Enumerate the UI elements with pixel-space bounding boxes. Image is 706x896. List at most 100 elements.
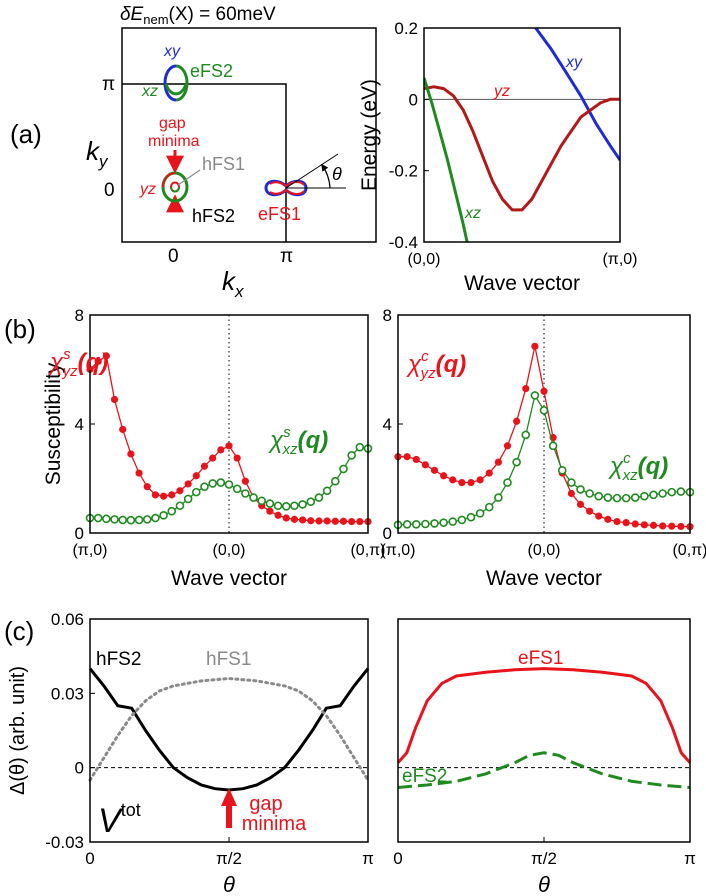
theta-angle-line <box>285 153 339 189</box>
x-tick-label: (0,0) <box>408 251 441 268</box>
data-point-xz <box>200 482 209 491</box>
data-point-xz <box>585 489 594 498</box>
y-tick-label: 0.2 <box>394 19 418 38</box>
data-point-yz <box>241 477 249 485</box>
data-point-xz <box>167 506 177 516</box>
panel-label-b: (b) <box>4 314 36 344</box>
data-point-xz <box>603 493 613 502</box>
series-hFS2-line <box>88 667 370 792</box>
x-tick-label: (π,0) <box>380 542 415 559</box>
spin-susceptibility-chart: 0 4 8 (π,0) (0,0) (0,π) Wave vector Susceptibil… <box>42 306 386 590</box>
data-point-xz <box>110 515 119 524</box>
data-point-xz <box>539 406 549 415</box>
data-point-yz <box>176 487 184 495</box>
x-tick-label: 0 <box>85 849 94 868</box>
kx-axis-label: kx <box>222 266 244 301</box>
data-point-xz <box>594 491 604 501</box>
y-tick-label: 0.06 <box>51 610 84 629</box>
data-point-yz <box>494 458 502 466</box>
data-point-yz <box>225 442 233 450</box>
data-point-xz <box>658 489 667 498</box>
data-point-yz <box>298 516 307 524</box>
data-point-yz <box>421 461 429 469</box>
data-point-yz <box>649 521 658 529</box>
series-legend-yz: χs yz(q) <box>48 346 108 380</box>
label-hfs1: hFS1 <box>202 154 245 174</box>
series-legend-xz: χc xz(q) <box>608 450 668 484</box>
data-point-xz <box>216 478 226 487</box>
y-axis-label: Susceptibility <box>42 362 65 485</box>
data-point-yz <box>127 450 135 458</box>
data-point-yz <box>274 511 282 519</box>
data-point-xz <box>118 515 128 525</box>
data-point-yz <box>586 507 594 515</box>
label-yz: yz <box>139 181 156 198</box>
band-energy-chart: 0.2 0 -0.2 -0.4(0,0) (π,0) Wave vector Energy … <box>358 19 638 295</box>
data-point-xz <box>494 493 503 502</box>
x-axis-label: Wave vector <box>464 272 580 295</box>
data-point-yz <box>631 520 639 528</box>
efs2-pocket <box>163 64 189 102</box>
data-point-xz <box>457 515 467 525</box>
y-tick-label: -0.4 <box>389 233 418 252</box>
data-point-yz <box>348 517 356 526</box>
y-tick-label: 0 <box>383 524 392 543</box>
x-axis-label: Wave vector <box>171 567 287 590</box>
data-point-yz <box>467 478 475 487</box>
data-point-xz <box>667 487 677 497</box>
data-point-xz <box>330 476 340 486</box>
data-point-yz <box>668 522 676 530</box>
data-point-yz <box>640 521 648 529</box>
data-point-xz <box>265 499 275 508</box>
ky-axis-label: ky <box>86 136 109 171</box>
data-point-xz <box>183 494 193 504</box>
data-point-yz <box>576 500 585 508</box>
x-tick-label: π <box>684 849 696 868</box>
data-point-yz <box>622 519 630 527</box>
data-point-xz <box>567 478 576 487</box>
data-point-xz <box>448 517 458 526</box>
fs-frame <box>121 27 377 243</box>
data-point-yz <box>209 454 217 462</box>
data-point-xz <box>281 501 291 511</box>
series-xy-line <box>534 28 620 161</box>
data-point-yz <box>430 466 439 474</box>
data-point-yz <box>613 517 621 526</box>
data-point-yz <box>159 492 168 500</box>
gap-minima-arrow <box>221 788 237 828</box>
data-point-yz <box>323 517 331 525</box>
y-tick-label: -0.03 <box>45 833 84 852</box>
data-point-yz <box>513 417 521 425</box>
panel-label-c: (c) <box>4 616 34 646</box>
data-point-yz <box>143 483 151 491</box>
data-point-xz <box>232 484 242 494</box>
label-minima: minima <box>242 813 307 835</box>
panel-label-a: (a) <box>10 119 42 149</box>
data-point-yz <box>315 517 323 525</box>
data-point-xz <box>142 515 152 524</box>
x-axis-label: θ <box>223 872 235 896</box>
data-point-yz <box>135 469 143 477</box>
data-point-yz <box>307 517 315 525</box>
y-tick-label: 0 <box>409 90 418 109</box>
charge-susceptibility-chart: 0 4 8 (π,0) (0,0) (0,π) Wave vector χc yz(q) χc xz… <box>380 306 706 590</box>
data-point-xz <box>676 487 686 496</box>
data-point-xz <box>402 519 412 529</box>
data-point-xz <box>649 490 658 500</box>
data-point-xz <box>159 510 168 520</box>
data-point-xz <box>126 515 136 525</box>
x-tick-label: (0,0) <box>528 542 561 559</box>
y-axis-label: Energy (eV) <box>358 79 381 191</box>
data-point-yz <box>282 514 290 522</box>
data-point-xz <box>484 502 494 512</box>
label-hfs1: hFS1 <box>206 649 251 670</box>
data-point-xz <box>339 464 348 474</box>
x-tick-label: π/2 <box>216 849 242 868</box>
series-xz-line <box>424 77 469 242</box>
data-point-yz <box>540 387 548 395</box>
data-point-yz <box>356 517 364 526</box>
series-legend-xz: χs xz(q) <box>268 424 328 458</box>
data-point-xz <box>102 514 111 524</box>
data-point-xz <box>475 509 485 518</box>
label-hfs2: hFS2 <box>192 206 235 226</box>
